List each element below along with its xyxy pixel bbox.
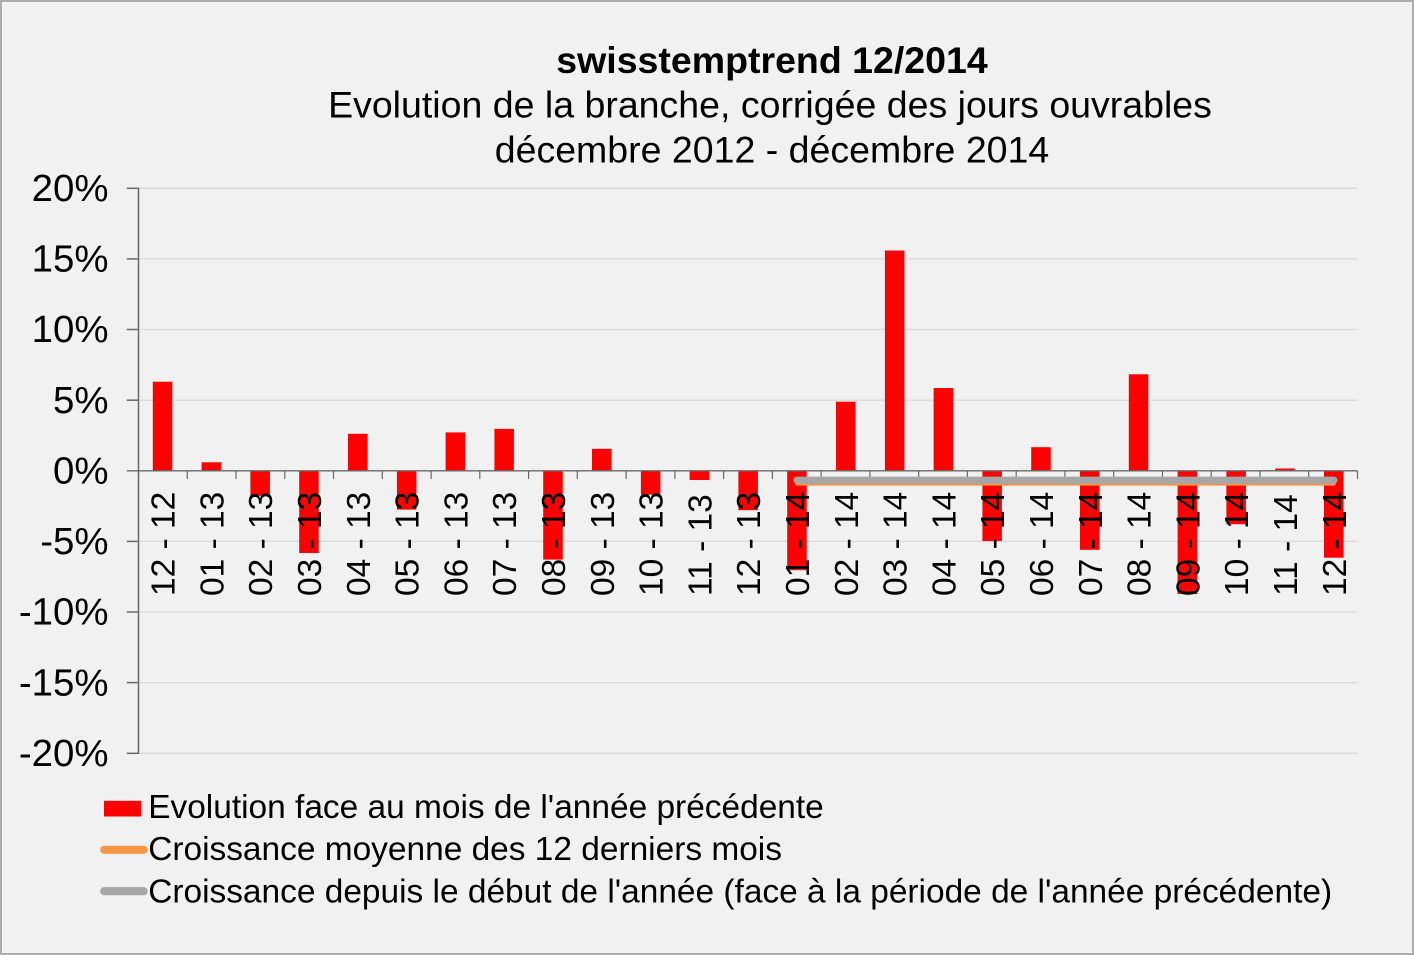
svg-text:12 - 12: 12 - 12 [146,492,183,596]
svg-text:06 - 14: 06 - 14 [1024,492,1061,596]
svg-text:Evolution face au mois de l'an: Evolution face au mois de l'année précéd… [148,789,824,826]
svg-text:02 - 13: 02 - 13 [243,492,280,596]
svg-text:12 - 14: 12 - 14 [1317,492,1354,596]
svg-text:Croissance depuis le début de: Croissance depuis le début de l'année (f… [148,873,1332,910]
svg-text:06 - 13: 06 - 13 [438,492,475,596]
svg-text:09 - 13: 09 - 13 [585,492,622,596]
svg-text:5%: 5% [53,379,109,422]
svg-text:03 - 13: 03 - 13 [292,492,329,596]
svg-text:11 - 13: 11 - 13 [682,494,719,596]
svg-text:05 - 13: 05 - 13 [390,492,427,596]
svg-text:10 - 14: 10 - 14 [1219,492,1256,596]
svg-text:-15%: -15% [19,661,109,704]
svg-text:04 - 14: 04 - 14 [926,492,963,596]
svg-text:15%: 15% [32,238,109,281]
svg-text:swisstemptrend 12/2014: swisstemptrend 12/2014 [556,39,988,81]
svg-text:décembre 2012 - décembre 2014: décembre 2012 - décembre 2014 [495,128,1050,170]
svg-text:-5%: -5% [40,520,108,563]
svg-text:01 - 13: 01 - 13 [194,492,231,596]
svg-text:02 - 14: 02 - 14 [829,492,866,596]
svg-text:-10%: -10% [19,591,109,634]
svg-text:11 - 14: 11 - 14 [1268,494,1305,596]
svg-text:12 - 13: 12 - 13 [731,492,768,596]
svg-text:Evolution de la branche, corri: Evolution de la branche, corrigée des jo… [328,83,1212,125]
svg-text:07 - 13: 07 - 13 [487,492,524,596]
svg-text:01 - 14: 01 - 14 [780,492,817,596]
svg-text:03 - 14: 03 - 14 [878,492,915,596]
svg-text:04 - 13: 04 - 13 [341,492,378,596]
svg-text:08 - 14: 08 - 14 [1122,492,1159,596]
svg-text:20%: 20% [32,167,109,210]
svg-text:-20%: -20% [19,732,109,775]
svg-text:07 - 14: 07 - 14 [1073,492,1110,596]
svg-text:0%: 0% [53,450,109,493]
svg-text:09 - 14: 09 - 14 [1170,492,1207,596]
svg-text:10 - 13: 10 - 13 [634,492,671,596]
svg-text:08 - 13: 08 - 13 [536,492,573,596]
svg-text:Croissance moyenne des 12 dern: Croissance moyenne des 12 derniers mois [148,831,782,868]
svg-text:10%: 10% [32,308,109,351]
svg-text:05 - 14: 05 - 14 [975,492,1012,596]
